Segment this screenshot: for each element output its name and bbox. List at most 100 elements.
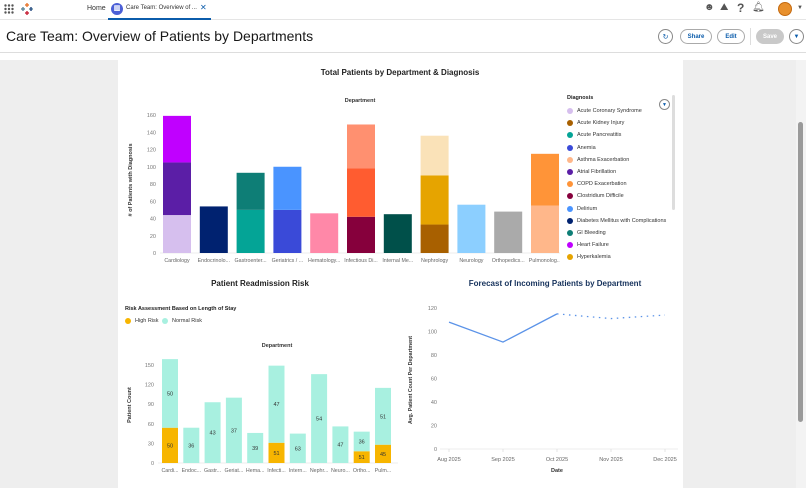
legend-item[interactable]: COPD Exacerbation (567, 181, 627, 188)
bar-segment (375, 444, 391, 463)
bar-segment (162, 427, 178, 463)
legend-item-high-risk[interactable]: High Risk (125, 318, 159, 324)
legend-swatch (567, 242, 573, 249)
bar-segment (199, 206, 228, 253)
legend-label: GI Bleeding (577, 230, 606, 236)
y-tick-label: 30 (148, 441, 154, 447)
help-icon[interactable]: ? (737, 1, 745, 15)
more-actions-button[interactable]: ▼ (789, 29, 804, 44)
legend-swatch (567, 205, 573, 212)
share-button[interactable]: Share (680, 29, 712, 44)
y-tick-label: 0 (151, 461, 154, 467)
bar-segment (162, 359, 178, 428)
bar-segment (457, 204, 486, 253)
legend-label: High Risk (135, 318, 159, 324)
legend-item[interactable]: GI Bleeding (567, 230, 606, 236)
legend-dropdown-button[interactable]: ▼ (659, 99, 670, 110)
data-label: 36 (359, 439, 365, 445)
y-tick-label: 20 (150, 234, 156, 240)
save-button[interactable]: Save (756, 29, 784, 44)
y-tick-label: 60 (148, 422, 154, 428)
legend-label: Asthma Exacerbation (577, 156, 630, 163)
close-icon[interactable]: ✕ (200, 3, 207, 12)
legend-item[interactable]: Atrial Fibrillation (567, 169, 616, 175)
legend-item[interactable]: Asthma Exacerbation (567, 156, 630, 163)
y-tick-label: 90 (148, 402, 154, 408)
chart-title: Forecast of Incoming Patients by Departm… (468, 279, 642, 288)
bar-segment (236, 209, 265, 253)
data-label: 51 (273, 451, 279, 457)
legend-title: Diagnosis (567, 95, 594, 101)
legend-item[interactable]: Delirium (567, 205, 597, 212)
bar-segment (273, 166, 302, 210)
x-tick-label: Geriatrics / ... (272, 258, 304, 264)
bar-segment (383, 214, 412, 253)
chart-title: Patient Readmission Risk (211, 279, 309, 288)
legend-item[interactable]: Acute Pancreatitis (567, 132, 622, 139)
legend-item[interactable]: Anemia (567, 144, 596, 151)
legend-label: Normal Risk (172, 318, 202, 324)
legend-swatch (567, 132, 573, 139)
legend-label: Hyperkalemia (577, 254, 611, 261)
y-tick-label: 120 (145, 383, 154, 389)
trailhead-icon[interactable]: ⛰ (720, 2, 729, 13)
avatar[interactable] (778, 2, 792, 16)
tab-home[interactable]: Home (87, 5, 106, 12)
dashboard-icon: ▥ (111, 3, 123, 15)
legend-item[interactable]: Clostridium Difficile (567, 193, 624, 200)
bar-segment (375, 387, 391, 445)
legend-label: Diabetes Mellitus with Complications (577, 217, 667, 224)
bar-segment (353, 431, 370, 452)
x-tick-label: Nephrology (421, 258, 448, 264)
readmission-bar-chart: 0 30 60 90 120 150 Department Patient Count 50 50… (127, 343, 398, 474)
bell-icon[interactable]: 🔔︎ (752, 2, 765, 13)
x-tick-label: Orthopedics... (492, 258, 525, 264)
y-tick-label: 0 (434, 447, 437, 453)
x-tick-label: Geriat... (224, 468, 243, 474)
scrollbar-thumb[interactable] (798, 122, 803, 422)
bar-segment (163, 215, 191, 253)
legend-swatch (125, 318, 131, 324)
legend-label: Acute Coronary Syndrome (577, 108, 642, 114)
forecast-line-chart: 0 20 40 60 80 100 120 Aug 2025 Sep 2025 Oct 2025 N… (408, 306, 678, 474)
legend-label: Acute Kidney Injury (577, 120, 625, 127)
einstein-icon[interactable]: ☻ (704, 2, 715, 13)
tab-care-team[interactable]: ▥ Care Team: Overview of ... ✕ (108, 0, 211, 20)
legend-swatch (567, 108, 573, 114)
x-tick-label: Internal Me... (382, 258, 413, 264)
bar-segment (163, 115, 191, 163)
legend-swatch (567, 169, 573, 175)
bar-segment (204, 402, 221, 463)
data-label: 50 (167, 443, 173, 449)
legend-item[interactable]: Acute Kidney Injury (567, 120, 625, 127)
x-axis-title: Department (262, 343, 293, 349)
y-tick-label: 100 (428, 330, 437, 336)
x-tick-label: Gastr... (204, 468, 221, 474)
y-axis-title: Patient Count (127, 387, 133, 423)
legend-swatch (567, 254, 573, 261)
x-tick-label: Cardiology (164, 258, 190, 264)
legend-item-normal-risk[interactable]: Normal Risk (162, 318, 202, 324)
refresh-button[interactable]: ↻ (658, 29, 673, 44)
x-tick-label: Hematology... (308, 258, 340, 264)
bar-segment (268, 365, 285, 443)
legend-label: Acute Pancreatitis (577, 132, 622, 139)
legend-item[interactable]: Acute Coronary Syndrome (567, 108, 642, 114)
edit-button[interactable]: Edit (717, 29, 745, 44)
y-tick-label: 60 (431, 377, 437, 383)
x-tick-label: Endoc... (182, 468, 201, 474)
x-tick-label: Gastroenter... (235, 258, 267, 264)
legend-item[interactable]: Diabetes Mellitus with Complications (567, 217, 667, 224)
page-scrollbar[interactable] (796, 60, 806, 488)
app-launcher-icon[interactable] (4, 4, 14, 14)
chevron-down-icon[interactable]: ▼ (797, 5, 803, 11)
legend-label: Clostridium Difficile (577, 193, 624, 200)
legend-title: Risk Assessment Based on Length of Stay (125, 306, 237, 312)
legend-item[interactable]: Hyperkalemia (567, 254, 611, 261)
legend-swatch (567, 156, 573, 163)
data-label: 51 (380, 414, 386, 420)
legend-scrollbar[interactable] (672, 95, 675, 210)
bar-segment (225, 397, 242, 463)
page-header: Care Team: Overview of Patients by Depar… (0, 20, 806, 53)
legend-item[interactable]: Heart Failure (567, 242, 609, 249)
